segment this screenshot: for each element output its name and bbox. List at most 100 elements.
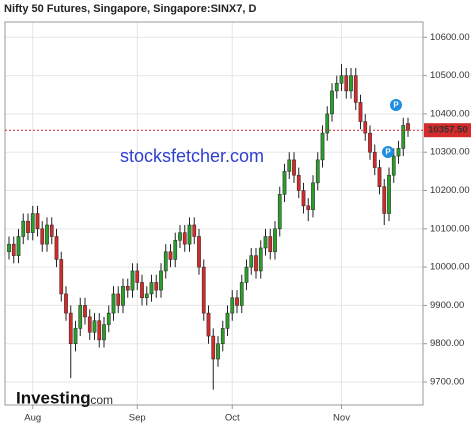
x-tick-label: Nov: [333, 413, 350, 424]
candle-body: [301, 190, 306, 207]
annotation-marker: [390, 99, 402, 111]
candle-body: [344, 75, 349, 92]
x-tick-label: Sep: [129, 413, 146, 424]
candle-body: [173, 240, 178, 260]
candle-body: [211, 335, 216, 360]
candle-body: [159, 270, 163, 291]
candle-body: [391, 155, 396, 176]
candle-body: [339, 75, 344, 84]
candle-body: [35, 213, 40, 230]
candle-body: [249, 255, 254, 268]
watermark: stocksfetcher.com: [120, 146, 264, 166]
x-tick-label: Aug: [24, 413, 41, 424]
candle-body: [201, 266, 206, 314]
x-tick-label: Oct: [225, 413, 240, 424]
candle-body: [97, 320, 102, 341]
candle-body: [163, 251, 168, 272]
annotation-label: P: [385, 148, 391, 157]
candle-body: [68, 312, 73, 344]
candle-body: [197, 236, 201, 268]
candle-body: [353, 75, 358, 103]
candle-body: [235, 297, 239, 306]
candle-body: [121, 286, 125, 306]
candle-body: [239, 282, 244, 306]
candle-body: [7, 243, 11, 253]
candle-body: [54, 236, 59, 260]
logo: Investing: [16, 388, 91, 407]
candle-body: [182, 232, 187, 245]
candle-body: [320, 132, 325, 161]
candle-body: [368, 132, 372, 153]
candle-body: [11, 243, 16, 256]
y-tick-label: 10100.00: [430, 223, 470, 234]
candle-body: [396, 148, 401, 157]
y-tick-label: 9900.00: [430, 300, 464, 311]
y-tick-label: 10400.00: [430, 108, 470, 119]
y-tick-label: 9700.00: [430, 377, 464, 388]
candle-body: [140, 282, 144, 299]
y-tick-label: 10600.00: [430, 32, 470, 43]
candle-body: [40, 228, 45, 245]
candle-body: [49, 224, 54, 237]
candle-body: [254, 255, 258, 272]
candle-body: [349, 75, 353, 92]
candle-body: [377, 167, 382, 187]
candle-body: [287, 159, 292, 172]
candle-body: [382, 186, 387, 214]
candle-body: [26, 220, 30, 233]
candle-body: [92, 320, 97, 333]
candle-body: [168, 251, 173, 260]
candle-body: [296, 174, 301, 191]
candle-body: [216, 343, 220, 360]
candle-body: [187, 224, 192, 245]
candle-body: [178, 232, 182, 241]
candle-body: [325, 113, 330, 134]
candle-body: [258, 247, 263, 272]
candle-body: [87, 316, 92, 333]
candle-body: [83, 305, 87, 318]
candle-body: [220, 328, 225, 344]
candle-body: [30, 213, 35, 233]
candle-body: [263, 236, 268, 249]
candle-body: [225, 312, 230, 329]
candle-body: [135, 270, 140, 283]
candle-body: [401, 125, 406, 149]
candle-body: [78, 305, 83, 329]
last-price-box: [424, 123, 471, 138]
y-tick-label: 10500.00: [430, 70, 470, 81]
y-tick-label: 10200.00: [430, 185, 470, 196]
candle-body: [59, 259, 64, 295]
candle-body: [125, 286, 130, 291]
candle-body: [330, 90, 334, 115]
candle-body: [387, 174, 391, 214]
candle-body: [206, 312, 211, 337]
logo-suffix: .com: [87, 393, 113, 407]
candle-body: [144, 293, 149, 299]
candle-body: [64, 293, 68, 314]
candle-body: [358, 102, 363, 122]
candle-body: [73, 328, 78, 344]
candle-body: [192, 224, 197, 237]
candle-body: [130, 270, 135, 291]
y-tick-label: 9800.00: [430, 338, 464, 349]
candle-body: [16, 236, 21, 256]
candle-body: [282, 171, 287, 195]
candle-body: [306, 205, 311, 210]
candle-body: [268, 236, 273, 253]
candle-body: [111, 293, 116, 314]
candle-body: [273, 228, 277, 253]
candle-body: [106, 312, 111, 325]
y-tick-label: 10000.00: [430, 262, 470, 273]
candle-body: [154, 282, 159, 291]
candle-body: [363, 121, 368, 134]
candle-body: [406, 123, 410, 131]
annotation-label: P: [393, 101, 399, 110]
candle-body: [277, 194, 282, 230]
candle-body: [292, 159, 296, 176]
y-tick-label: 10300.00: [430, 147, 470, 158]
candle-body: [116, 293, 121, 306]
annotation-marker: [382, 146, 394, 158]
candle-body: [149, 282, 154, 295]
chart-title: Nifty 50 Futures, Singapore, Singapore:S…: [4, 3, 256, 15]
